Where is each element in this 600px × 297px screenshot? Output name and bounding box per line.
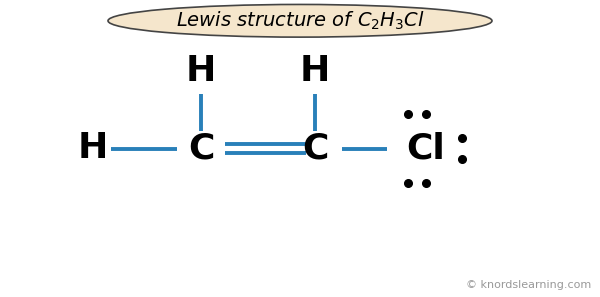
Text: © knordslearning.com: © knordslearning.com xyxy=(466,280,591,290)
Text: $\mathbf{\it{Lewis\ structure\ of\ C_2H_3Cl}}$: $\mathbf{\it{Lewis\ structure\ of\ C_2H_… xyxy=(176,10,424,32)
Text: H: H xyxy=(300,54,330,88)
Ellipse shape xyxy=(108,4,492,37)
Text: Cl: Cl xyxy=(407,132,445,165)
Text: H: H xyxy=(186,54,216,88)
Text: C: C xyxy=(188,132,214,165)
Text: H: H xyxy=(78,132,108,165)
Text: C: C xyxy=(302,132,328,165)
